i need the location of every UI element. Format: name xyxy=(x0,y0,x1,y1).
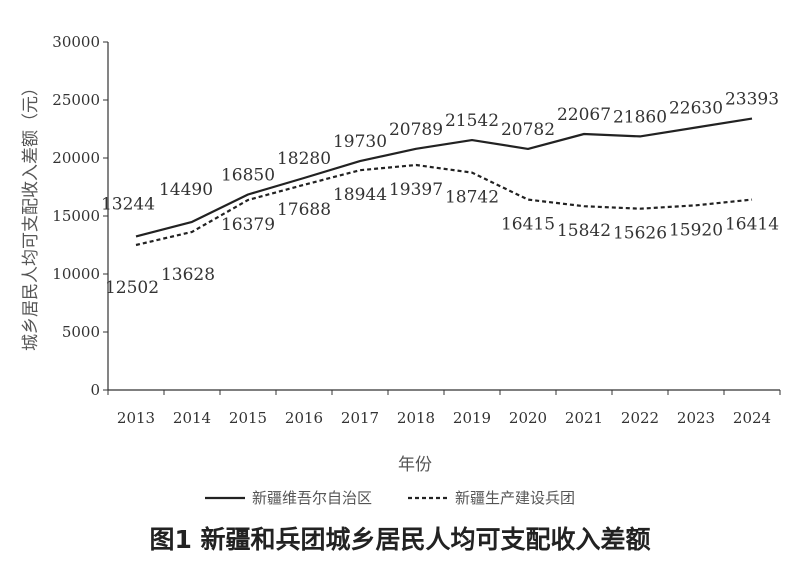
data-labels: 13244 12502 14490 13628 16850 16379 18280 17688… xyxy=(101,90,779,298)
x-tick-label: 2014 xyxy=(173,409,211,427)
data-label-xinjiang: 21542 xyxy=(445,111,499,131)
data-label-xinjiang: 20782 xyxy=(501,120,555,140)
series-line-xinjiang xyxy=(135,117,753,238)
y-tick-label: 10000 xyxy=(52,265,100,283)
x-tick-label: 2019 xyxy=(453,409,491,427)
data-label-xinjiang: 16850 xyxy=(221,166,275,186)
data-label-xinjiang: 14490 xyxy=(159,180,213,200)
y-tick-label: 5000 xyxy=(62,323,100,341)
y-tick-label: 30000 xyxy=(52,33,100,51)
data-label-bingtuan: 13628 xyxy=(161,265,215,285)
y-axis-title: 城乡居民人均可支配收入差额（元） xyxy=(21,79,41,351)
data-label-xinjiang: 22067 xyxy=(557,105,611,125)
x-tick-label: 2015 xyxy=(229,409,267,427)
data-label-xinjiang: 22630 xyxy=(669,98,723,118)
x-tick-label: 2021 xyxy=(565,409,603,427)
data-label-bingtuan: 18742 xyxy=(445,188,499,208)
x-tick-label: 2013 xyxy=(117,409,155,427)
data-label-bingtuan: 15626 xyxy=(613,224,667,244)
data-label-xinjiang: 19730 xyxy=(333,132,387,152)
legend-label-xinjiang: 新疆维吾尔自治区 xyxy=(252,489,372,507)
legend-label-bingtuan: 新疆生产建设兵团 xyxy=(455,489,575,507)
data-label-xinjiang: 23393 xyxy=(725,90,779,110)
x-tick-label: 2024 xyxy=(733,409,771,427)
data-label-bingtuan: 16414 xyxy=(725,215,779,235)
legend: 新疆维吾尔自治区 新疆生产建设兵团 xyxy=(205,489,575,507)
x-tick-label: 2018 xyxy=(397,409,435,427)
data-label-xinjiang: 18280 xyxy=(277,149,331,169)
y-tick-label: 25000 xyxy=(52,91,100,109)
data-label-bingtuan: 17688 xyxy=(277,200,331,220)
data-label-xinjiang: 21860 xyxy=(613,107,667,127)
data-label-bingtuan: 16415 xyxy=(501,215,555,235)
series-line-bingtuan xyxy=(135,163,753,247)
x-tick-label: 2017 xyxy=(341,409,379,427)
data-label-bingtuan: 12502 xyxy=(105,278,159,298)
data-label-bingtuan: 16379 xyxy=(221,215,275,235)
data-label-bingtuan: 18944 xyxy=(333,185,387,205)
data-label-bingtuan: 15842 xyxy=(557,221,611,241)
data-label-bingtuan: 15920 xyxy=(669,220,723,240)
axes xyxy=(103,41,781,395)
x-tick-label: 2016 xyxy=(285,409,323,427)
data-label-xinjiang: 13244 xyxy=(101,194,155,214)
y-tick-label: 15000 xyxy=(52,207,100,225)
x-tick-label: 2020 xyxy=(509,409,547,427)
x-tick-label: 2022 xyxy=(621,409,659,427)
figure-caption: 图1 新疆和兵团城乡居民人均可支配收入差额 xyxy=(149,525,650,554)
series-lines xyxy=(135,117,753,247)
data-label-bingtuan: 19397 xyxy=(389,180,443,200)
y-tick-label: 20000 xyxy=(52,149,100,167)
tick-labels: 0 5000 10000 15000 20000 25000 30000 2013 2014 20… xyxy=(52,33,771,427)
y-tick-label: 0 xyxy=(90,381,100,399)
x-tick-label: 2023 xyxy=(677,409,715,427)
data-label-xinjiang: 20789 xyxy=(389,120,443,140)
x-axis-title: 年份 xyxy=(398,455,432,475)
